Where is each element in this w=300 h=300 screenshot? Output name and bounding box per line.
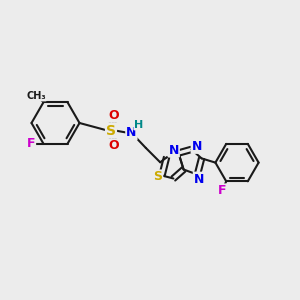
Text: N: N xyxy=(126,126,136,140)
Text: O: O xyxy=(109,139,119,152)
Text: O: O xyxy=(109,109,119,122)
Text: N: N xyxy=(169,143,179,157)
Text: S: S xyxy=(106,124,116,137)
Text: N: N xyxy=(194,172,204,186)
Text: H: H xyxy=(134,119,143,130)
Text: CH₃: CH₃ xyxy=(26,91,46,100)
Text: F: F xyxy=(27,137,35,150)
Text: S: S xyxy=(153,170,162,184)
Text: N: N xyxy=(192,140,202,153)
Text: F: F xyxy=(218,184,227,197)
